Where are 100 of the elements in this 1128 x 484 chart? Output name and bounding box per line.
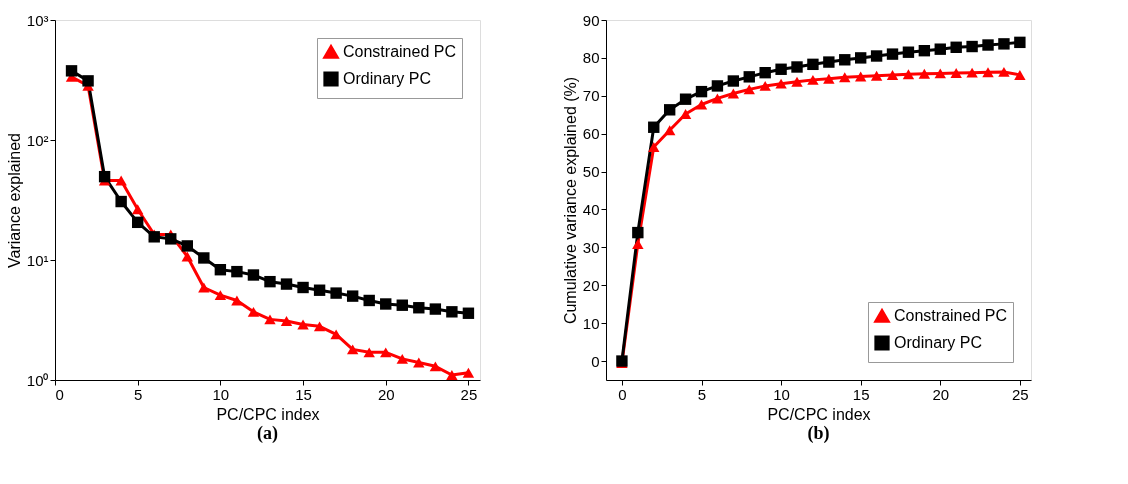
point	[727, 88, 740, 99]
point	[247, 306, 260, 317]
point	[115, 175, 127, 186]
point	[934, 68, 946, 79]
x-tick-label: 10	[773, 385, 790, 403]
y-tick-label: 90	[582, 11, 600, 29]
legend-label: Constrained PC	[894, 307, 1007, 324]
y-tick-label: 10	[582, 314, 600, 332]
point	[446, 370, 458, 380]
point	[115, 195, 127, 208]
point	[902, 69, 915, 80]
point	[396, 299, 408, 311]
y-axis-title: Cumulative variance explained (%)	[561, 76, 579, 325]
x-tick-label: 0	[618, 385, 627, 403]
point	[297, 319, 309, 330]
y-tick-label: 70	[582, 87, 600, 105]
text: (b)	[807, 423, 830, 444]
point	[198, 282, 210, 293]
y-tick-label: 50	[582, 163, 600, 181]
y-tick-label: 40	[582, 200, 600, 218]
point	[280, 278, 293, 290]
legend-label: Ordinary PC	[343, 70, 432, 87]
point	[214, 290, 227, 301]
point	[363, 347, 375, 358]
legend-label: Ordinary PC	[894, 334, 983, 351]
x-tick-label: 0	[55, 385, 64, 403]
point	[791, 76, 803, 87]
point	[82, 75, 94, 87]
point	[886, 48, 899, 60]
point	[380, 298, 392, 310]
x-tick-label: 15	[295, 385, 312, 403]
point	[775, 78, 787, 89]
text: (a)	[257, 423, 278, 444]
point	[380, 347, 392, 358]
point	[679, 109, 692, 119]
point	[1014, 70, 1026, 80]
point	[902, 46, 915, 58]
x-tick-label: 15	[852, 385, 870, 403]
x-tick-label: 20	[932, 385, 950, 403]
x-tick-label: 20	[377, 385, 395, 403]
point	[648, 121, 660, 133]
point	[886, 70, 899, 80]
point	[65, 65, 78, 77]
x-tick-label: 10	[212, 385, 230, 403]
point	[839, 54, 851, 66]
point	[131, 216, 144, 229]
point	[247, 269, 260, 281]
y-tick-label: 10¹	[26, 251, 49, 269]
point	[759, 66, 771, 79]
point	[727, 75, 740, 87]
point	[663, 125, 676, 136]
point	[165, 233, 177, 245]
point	[870, 50, 883, 62]
y-tick-label: 20	[582, 276, 600, 294]
point	[131, 204, 144, 215]
point	[918, 44, 931, 57]
point	[775, 63, 787, 75]
point	[870, 70, 883, 81]
point	[854, 52, 867, 64]
point	[198, 252, 210, 264]
point	[429, 303, 442, 315]
point	[743, 71, 755, 83]
y-tick-label: 10³	[26, 11, 49, 29]
y-tick-label: 10⁰	[26, 371, 49, 389]
y-axis-title: Variance explained	[5, 133, 23, 268]
y-tick-label: 80	[582, 49, 600, 67]
point	[854, 71, 867, 82]
point	[181, 251, 193, 262]
y-tick-label: 30	[582, 238, 600, 256]
y-tick-label: 10²	[26, 131, 49, 149]
point	[446, 306, 458, 318]
point	[297, 281, 309, 294]
point	[313, 321, 326, 332]
point	[363, 294, 375, 307]
x-tick-label: 25	[1012, 385, 1029, 403]
point	[231, 295, 243, 306]
point	[966, 67, 978, 78]
point	[264, 314, 276, 325]
point	[982, 39, 994, 51]
point	[711, 93, 724, 104]
point	[759, 81, 771, 91]
x-axis-title: PC/CPC index	[767, 405, 871, 423]
point	[998, 38, 1010, 50]
point	[98, 170, 111, 183]
point	[1014, 36, 1026, 49]
point	[918, 68, 931, 79]
point	[346, 344, 359, 355]
point	[396, 353, 408, 364]
point	[231, 265, 243, 278]
x-tick-label: 5	[134, 385, 143, 403]
point	[313, 284, 326, 296]
x-tick-label: 5	[697, 385, 707, 403]
point	[791, 61, 803, 73]
point	[632, 226, 644, 239]
point	[807, 58, 819, 71]
point	[413, 357, 425, 368]
point	[966, 40, 978, 53]
point	[743, 84, 755, 95]
point	[807, 74, 819, 85]
point	[429, 361, 442, 372]
